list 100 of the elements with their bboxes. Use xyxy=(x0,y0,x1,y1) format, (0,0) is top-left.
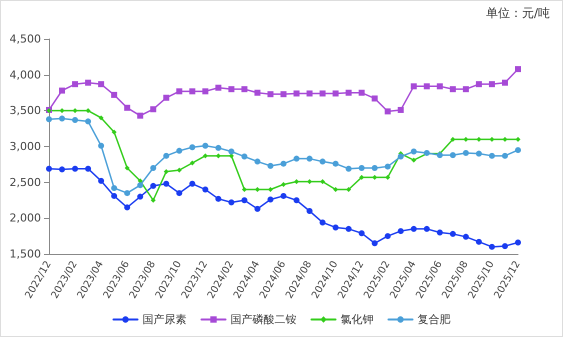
point xyxy=(515,66,521,72)
point xyxy=(72,116,78,123)
point xyxy=(189,180,196,187)
point xyxy=(267,91,274,98)
point xyxy=(502,80,508,86)
point xyxy=(176,190,182,196)
point xyxy=(111,192,118,199)
point xyxy=(450,152,456,158)
point xyxy=(502,152,508,159)
point xyxy=(228,199,234,206)
point xyxy=(111,92,118,98)
y-tick-label: 2,000 xyxy=(10,212,41,225)
y-tick-label: 4,500 xyxy=(10,32,41,46)
point xyxy=(450,136,456,142)
point xyxy=(346,166,352,172)
point xyxy=(216,153,221,158)
point xyxy=(280,192,286,199)
point xyxy=(358,165,365,171)
point xyxy=(215,144,222,151)
point xyxy=(176,88,182,94)
point xyxy=(215,196,222,202)
point xyxy=(476,136,482,142)
y-tick-label: 4,000 xyxy=(10,68,41,82)
legend-label: 复合肥 xyxy=(418,313,450,326)
point xyxy=(254,90,260,96)
point xyxy=(150,165,156,171)
point xyxy=(476,150,482,157)
point xyxy=(320,219,326,226)
point xyxy=(515,240,521,246)
point xyxy=(306,90,313,96)
point xyxy=(59,116,66,122)
point xyxy=(358,90,365,96)
point xyxy=(86,108,91,114)
point xyxy=(411,158,416,163)
point xyxy=(384,164,391,170)
point xyxy=(384,233,391,240)
point xyxy=(515,147,521,154)
point xyxy=(241,154,248,160)
point xyxy=(502,243,508,250)
point xyxy=(59,166,66,172)
point xyxy=(424,83,430,90)
point xyxy=(202,142,208,149)
point xyxy=(176,168,182,173)
point xyxy=(150,182,156,189)
point xyxy=(137,112,144,119)
point xyxy=(163,152,170,159)
point xyxy=(98,142,104,149)
point xyxy=(436,83,443,90)
point xyxy=(488,81,495,88)
point xyxy=(294,90,300,96)
point xyxy=(98,178,104,184)
point xyxy=(98,115,104,120)
y-tick-label: 1,500 xyxy=(10,248,41,260)
point xyxy=(476,238,482,245)
point xyxy=(372,240,378,246)
point xyxy=(384,108,391,114)
point xyxy=(410,148,417,155)
point xyxy=(111,185,118,192)
point xyxy=(488,244,495,250)
point xyxy=(372,165,378,171)
y-tick-label: 2,500 xyxy=(10,176,41,189)
point xyxy=(281,182,286,187)
point xyxy=(228,86,234,92)
point xyxy=(462,234,469,240)
point xyxy=(46,166,52,172)
point xyxy=(358,230,365,236)
point xyxy=(189,144,196,150)
point xyxy=(163,94,170,101)
point xyxy=(150,198,156,203)
point xyxy=(294,197,300,204)
point xyxy=(359,174,364,180)
point xyxy=(516,136,520,142)
point xyxy=(215,84,222,91)
point xyxy=(320,90,326,96)
point xyxy=(463,136,468,142)
point xyxy=(85,166,92,172)
point xyxy=(294,156,300,162)
point xyxy=(280,160,286,167)
point xyxy=(488,152,495,159)
point xyxy=(242,187,247,192)
point xyxy=(398,228,404,234)
point xyxy=(476,81,482,88)
point xyxy=(267,162,274,169)
point xyxy=(462,86,469,92)
point xyxy=(124,204,130,210)
legend-label: 国产尿素 xyxy=(142,313,186,326)
point xyxy=(124,190,130,196)
point xyxy=(372,95,378,102)
point xyxy=(241,86,248,92)
text: 单位：元/吨 xyxy=(486,6,550,20)
point xyxy=(346,90,352,96)
point xyxy=(410,226,417,232)
point xyxy=(228,148,234,155)
point xyxy=(436,230,443,236)
point xyxy=(163,180,170,187)
point xyxy=(346,226,352,232)
y-tick-label: 3,500 xyxy=(10,104,41,118)
point xyxy=(398,106,404,113)
point xyxy=(332,224,339,230)
point xyxy=(98,81,104,88)
